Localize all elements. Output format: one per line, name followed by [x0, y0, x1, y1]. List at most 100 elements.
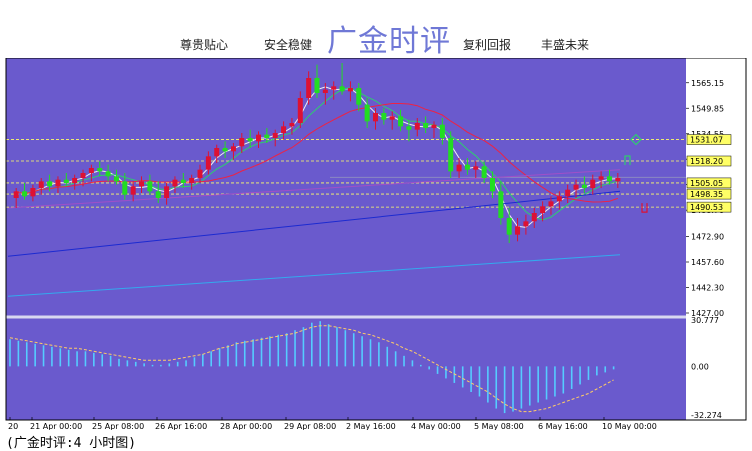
candle-body-49 — [423, 123, 429, 128]
nav-item-future[interactable]: 丰盛未来 — [541, 38, 590, 52]
level-label-4: 1490.53 — [690, 203, 723, 212]
time-tick-label-6: 2 May 16:00 — [346, 422, 396, 430]
projection-diamond — [630, 133, 642, 146]
candle-body-26 — [230, 146, 236, 152]
level-label-box-1 — [686, 155, 732, 167]
time-tick-label-0: 20 — [8, 422, 18, 430]
time-tick-label-9: 6 May 16:00 — [538, 422, 588, 430]
candlesticks — [13, 63, 621, 243]
candle-body-66 — [565, 189, 571, 197]
candle-body-47 — [406, 126, 412, 130]
candle-body-59 — [506, 218, 512, 235]
candle-body-18 — [164, 186, 170, 198]
ma-purple-line — [7, 169, 621, 209]
time-tick-label-2: 25 Apr 08:00 — [92, 422, 144, 430]
candle-body-69 — [590, 179, 596, 188]
candle-body-27 — [239, 138, 245, 147]
candle-body-4 — [47, 181, 53, 187]
candle-body-71 — [606, 176, 612, 182]
macd-signal-line — [9, 325, 614, 413]
candle-body-67 — [573, 184, 579, 190]
macd-tick-label-1: 0.00 — [691, 362, 709, 371]
price-tick-label-7: 1472.90 — [691, 233, 724, 242]
candle-body-51 — [439, 124, 445, 138]
candle-body-16 — [147, 181, 153, 192]
candle-body-34 — [297, 98, 303, 123]
candle-body-5 — [55, 179, 61, 187]
level-label-box-2 — [686, 177, 732, 189]
candle-body-24 — [214, 148, 220, 157]
candle-body-25 — [222, 148, 228, 152]
candle-body-55 — [473, 166, 479, 170]
candle-body-62 — [531, 213, 537, 222]
macd-axis: 30.777 0.00 -32.274 — [691, 316, 722, 420]
time-tick-label-4: 28 Apr 00:00 — [220, 422, 272, 430]
ma-blue-line — [7, 190, 621, 257]
candle-body-72 — [615, 178, 621, 182]
projection-marks — [624, 133, 648, 213]
candle-body-38 — [331, 86, 337, 90]
price-tick-label-1: 1565.15 — [691, 79, 724, 88]
candle-body-10 — [97, 168, 103, 172]
level-label-box-3 — [686, 188, 732, 200]
candle-body-9 — [88, 168, 94, 173]
time-tick-label-7: 4 May 00:00 — [411, 422, 461, 430]
macd-tick-label-2: -32.274 — [691, 411, 722, 420]
candle-body-40 — [347, 88, 353, 92]
candle-body-19 — [172, 179, 178, 187]
candle-body-37 — [322, 89, 328, 93]
projection-down-arrow — [641, 203, 648, 213]
level-labels: 1531.07 1518.20 1505.05 1498.35 1490.53 — [686, 134, 732, 213]
price-tick-label-10: 1427.00 — [691, 309, 724, 318]
candle-body-29 — [256, 134, 262, 142]
candle-body-58 — [498, 191, 504, 218]
candle-body-68 — [581, 184, 587, 188]
candle-body-1 — [22, 191, 28, 197]
macd-panel — [9, 321, 615, 414]
candle-body-61 — [523, 221, 529, 227]
macd-tick-label-0: 30.777 — [691, 316, 719, 325]
candle-body-46 — [398, 116, 404, 127]
candle-body-21 — [189, 178, 195, 183]
candle-body-33 — [289, 123, 295, 127]
ma-cyan-line — [7, 254, 621, 297]
candle-body-65 — [556, 196, 562, 202]
price-tick-label-8: 1457.60 — [691, 258, 724, 267]
candle-body-56 — [481, 166, 487, 178]
nav-item-returns[interactable]: 复利回报 — [463, 38, 512, 52]
candle-body-32 — [281, 126, 287, 133]
candle-body-23 — [205, 156, 211, 170]
nav-item-security[interactable]: 安全稳健 — [264, 38, 313, 52]
candle-body-53 — [456, 164, 462, 172]
candle-body-45 — [389, 116, 395, 120]
level-label-3: 1498.35 — [690, 190, 723, 199]
level-label-1: 1518.20 — [690, 157, 723, 166]
candle-body-36 — [314, 78, 320, 93]
candle-body-7 — [72, 178, 78, 183]
nav-item-distinguished[interactable]: 尊贵贴心 — [180, 38, 229, 52]
candle-body-54 — [464, 164, 470, 170]
candle-body-8 — [80, 173, 86, 178]
price-tick-label-9: 1442.30 — [691, 284, 724, 293]
candle-body-14 — [130, 186, 136, 195]
time-tick-label-8: 5 May 08:00 — [474, 422, 524, 430]
candle-body-43 — [372, 113, 378, 122]
level-label-box-0 — [686, 134, 732, 145]
candle-body-20 — [180, 179, 186, 183]
candle-body-44 — [381, 113, 387, 120]
page-header: 尊贵贴心 安全稳健 广金时评 复利回报 丰盛未来 — [0, 0, 752, 59]
level-label-2: 1505.05 — [690, 179, 723, 188]
candle-body-57 — [489, 178, 495, 192]
time-tick-label-3: 26 Apr 16:00 — [155, 422, 207, 430]
candle-body-52 — [448, 138, 454, 172]
candle-body-28 — [247, 138, 253, 142]
time-tick-label-1: 21 Apr 00:00 — [30, 422, 82, 430]
candle-body-2 — [30, 188, 36, 197]
candle-body-17 — [155, 191, 161, 198]
brand-title: 广金时评 — [327, 24, 451, 59]
candle-body-50 — [431, 124, 437, 128]
candle-body-13 — [122, 181, 128, 195]
candle-body-22 — [197, 169, 203, 178]
time-axis: 20 21 Apr 00:00 25 Apr 08:00 26 Apr 16:00 28… — [8, 417, 657, 430]
chart-caption: (广金时评:4 小时图) — [6, 436, 137, 451]
